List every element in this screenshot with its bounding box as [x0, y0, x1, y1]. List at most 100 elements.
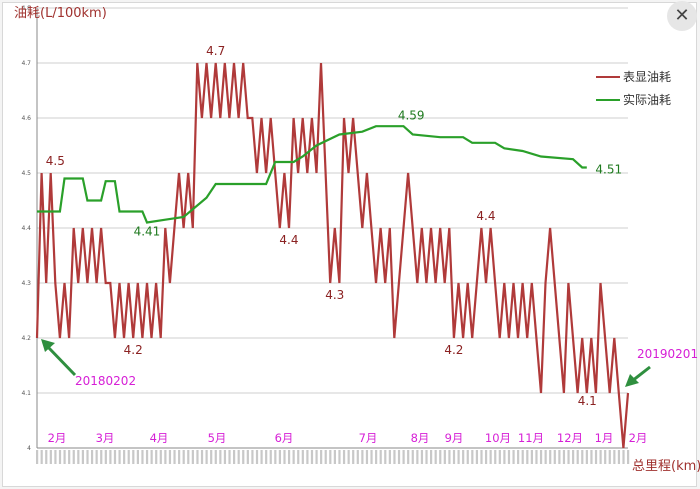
x-tick-mark [237, 450, 240, 464]
month-label: 7月 [359, 431, 378, 445]
x-tick-mark [521, 450, 524, 464]
x-tick-mark [608, 450, 611, 464]
x-tick-mark [265, 450, 268, 464]
x-tick-mark [379, 450, 382, 464]
month-label: 6月 [275, 431, 294, 445]
y-tick-label: 4.7 [21, 60, 31, 67]
arrow-start-shaft [45, 344, 77, 377]
month-label: 11月 [518, 431, 544, 445]
x-tick-mark [292, 450, 295, 464]
x-tick-mark [471, 450, 474, 464]
x-tick-mark [452, 450, 456, 464]
x-tick-mark [581, 450, 584, 464]
x-tick-mark [196, 450, 199, 464]
x-tick-mark [145, 450, 149, 464]
x-tick-mark [329, 450, 332, 464]
x-tick-mark [168, 450, 172, 464]
x-tick-mark [210, 450, 213, 464]
x-tick-mark [301, 450, 304, 464]
x-tick-mark [77, 450, 80, 464]
month-label: 2月 [629, 431, 648, 445]
x-tick-mark [507, 450, 511, 464]
x-tick-mark [49, 450, 52, 464]
annotation-measured: 4.5 [46, 154, 65, 168]
x-tick-mark [539, 450, 543, 464]
x-tick-mark [549, 450, 552, 464]
x-tick-mark [388, 450, 391, 464]
x-tick-mark [40, 450, 43, 464]
x-tick-mark [338, 450, 341, 464]
x-tick-mark [86, 450, 89, 464]
annotation-actual: 4.51 [595, 163, 622, 177]
x-axis-title: 总里程(km) [632, 459, 700, 474]
legend-label-actual: 实际油耗 [623, 92, 671, 107]
month-label: 10月 [485, 431, 511, 445]
annotation-measured: 4.2 [124, 343, 143, 357]
x-tick-mark [173, 450, 176, 464]
x-tick-mark [45, 450, 48, 464]
x-tick-mark [352, 450, 355, 464]
x-tick-mark [402, 450, 405, 464]
y-axis-title: 油耗(L/100km) [14, 6, 107, 21]
x-tick-mark [457, 450, 460, 464]
y-tick-label: 4.4 [21, 225, 31, 232]
x-tick-mark [567, 450, 570, 464]
x-tick-mark [462, 450, 465, 464]
y-tick-label: 4.3 [21, 280, 31, 287]
month-label: 2月 [48, 431, 67, 445]
annotation-actual: 4.59 [398, 109, 425, 123]
x-tick-mark [132, 450, 135, 464]
x-tick-mark [324, 450, 327, 464]
annotation-measured: 4.2 [444, 343, 463, 357]
month-label: 9月 [445, 431, 464, 445]
x-tick-mark [466, 450, 469, 464]
x-tick-mark [475, 450, 479, 464]
arrow-start-head [41, 339, 55, 352]
y-tick-label: 4.5 [21, 170, 31, 177]
x-tick-mark [439, 450, 442, 464]
series-measured-line [35, 62, 630, 449]
arrow-end-shaft [631, 365, 651, 383]
x-tick-mark [503, 450, 506, 464]
x-tick-mark [407, 450, 410, 464]
x-tick-mark [604, 450, 607, 464]
x-tick-mark [613, 450, 616, 464]
x-tick-mark [255, 450, 259, 464]
x-tick-mark [283, 450, 286, 464]
x-tick-mark [416, 450, 419, 464]
x-tick-mark [347, 450, 350, 464]
x-tick-mark [443, 450, 446, 464]
y-tick-label: 4.2 [21, 335, 31, 342]
x-tick-mark [81, 450, 85, 464]
x-tick-mark [127, 450, 130, 464]
x-tick-mark [214, 450, 217, 464]
close-button[interactable]: ✕ [667, 1, 697, 31]
annotation-actual: 4.41 [134, 225, 161, 239]
x-tick-mark [517, 450, 520, 464]
x-tick-mark [599, 450, 602, 464]
x-tick-mark [627, 450, 630, 464]
x-tick-mark [118, 450, 121, 464]
x-tick-mark [393, 450, 396, 464]
month-label: 1月 [595, 431, 614, 445]
x-tick-mark [68, 450, 71, 464]
x-tick-mark [494, 450, 497, 464]
x-tick-mark [200, 450, 204, 464]
x-tick-mark [315, 450, 318, 464]
x-tick-mark [155, 450, 158, 464]
x-tick-mark [365, 450, 369, 464]
x-tick-mark [178, 450, 181, 464]
x-tick-mark [113, 450, 117, 464]
x-tick-mark [544, 450, 547, 464]
x-tick-mark [553, 450, 556, 464]
month-label: 5月 [208, 431, 227, 445]
x-tick-mark [123, 450, 126, 464]
x-tick-mark [159, 450, 162, 464]
x-tick-mark [246, 450, 249, 464]
x-tick-mark [498, 450, 501, 464]
x-tick-mark [242, 450, 245, 464]
x-tick-mark [36, 450, 39, 464]
x-tick-mark [448, 450, 451, 464]
